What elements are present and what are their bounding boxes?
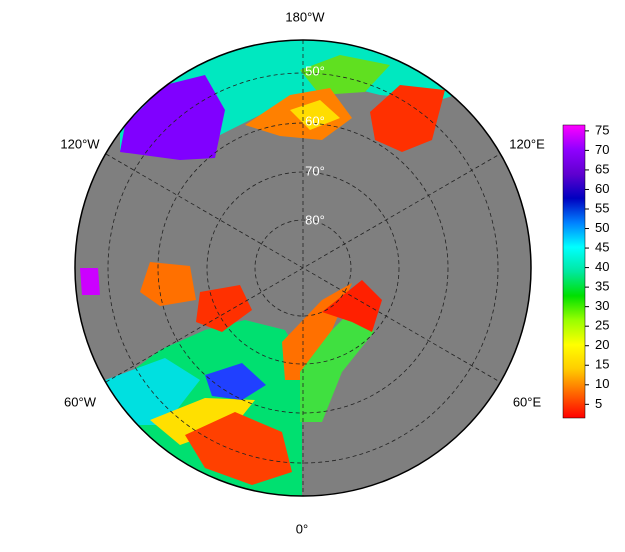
parallel-label: 80° <box>305 212 325 227</box>
colorbar <box>562 124 586 419</box>
meridian-label: 180°W <box>285 9 325 24</box>
colorbar-tick-label: 15 <box>595 357 609 372</box>
meridian-label: 60°W <box>64 394 97 409</box>
colorbar-tick-label: 30 <box>595 298 609 313</box>
colorbar-tick-label: 65 <box>595 161 609 176</box>
colorbar-tick-label: 5 <box>595 396 602 411</box>
colorbar-tick-label: 20 <box>595 337 609 352</box>
colorbar-tick-label: 35 <box>595 279 609 294</box>
parallel-label: 60° <box>305 113 325 128</box>
parallel-label: 50° <box>305 63 325 78</box>
colorbar-tick-label: 55 <box>595 200 609 215</box>
colorbar-tick-label: 70 <box>595 142 609 157</box>
colorbar-tick-label: 10 <box>595 376 609 391</box>
map-border <box>74 39 532 497</box>
parallel-label: 70° <box>305 163 325 178</box>
colorbar-tick-label: 75 <box>595 122 609 137</box>
colorbar-tick-label: 60 <box>595 181 609 196</box>
colorbar-tick-label: 45 <box>595 239 609 254</box>
colorbar-tick-label: 50 <box>595 220 609 235</box>
field <box>80 40 501 496</box>
meridian-label: 60°E <box>513 394 542 409</box>
meridian-label: 120°E <box>509 136 545 151</box>
meridian-label: 0° <box>296 521 308 536</box>
meridian-label: 120°W <box>60 136 100 151</box>
colorbar-tick-label: 40 <box>595 259 609 274</box>
colorbar-tick-label: 25 <box>595 318 609 333</box>
